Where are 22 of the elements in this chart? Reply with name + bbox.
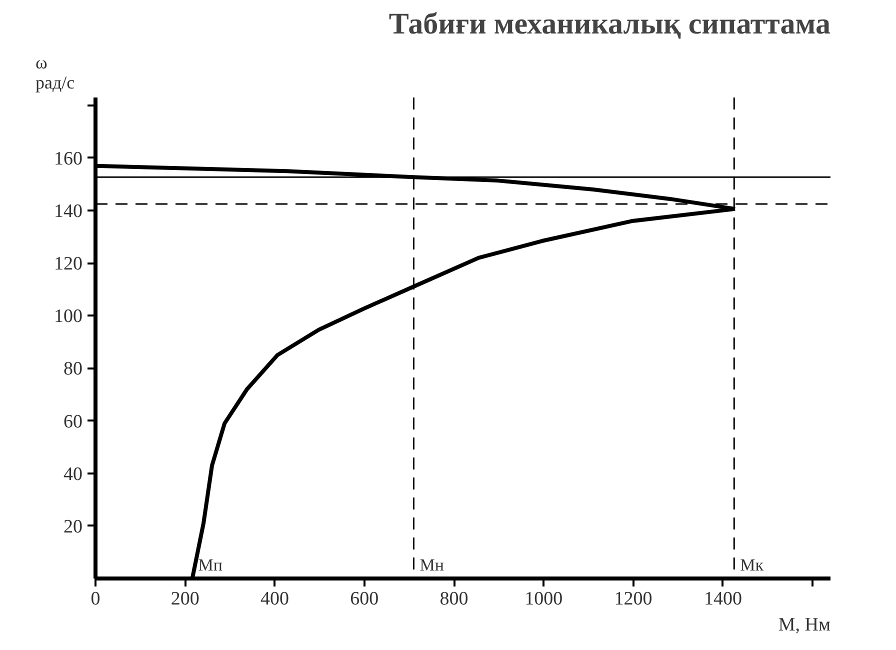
y-tick-label: 20 [64,516,82,538]
x-tick-label: 1000 [524,588,563,610]
annotation: Мн [420,556,444,574]
x-axis-title: М, Нм [778,614,830,636]
x-tick-label: 0 [90,588,100,610]
x-tick-label: 1400 [704,588,742,610]
x-tick-label: 400 [260,588,290,610]
y-tick-label: 120 [54,254,82,275]
y-tick-label: 160 [54,148,82,170]
x-tick-label: 1200 [614,588,652,610]
chart-title: Табиғи механикалық сипаттама [388,8,830,40]
y-tick-label: 40 [64,464,82,485]
x-tick-label: 600 [350,588,379,610]
x-tick-label: 200 [170,588,200,610]
y-tick-label: 60 [64,411,82,432]
x-tick-label: 800 [440,588,468,610]
annotation: Мк [740,556,764,574]
y-tick-label: 140 [54,201,82,222]
y-tick-label: 80 [64,358,82,380]
y-axis-title: ω рад/с [36,52,75,92]
y-tick-label: 100 [54,306,82,328]
annotation: Мп [198,556,223,574]
